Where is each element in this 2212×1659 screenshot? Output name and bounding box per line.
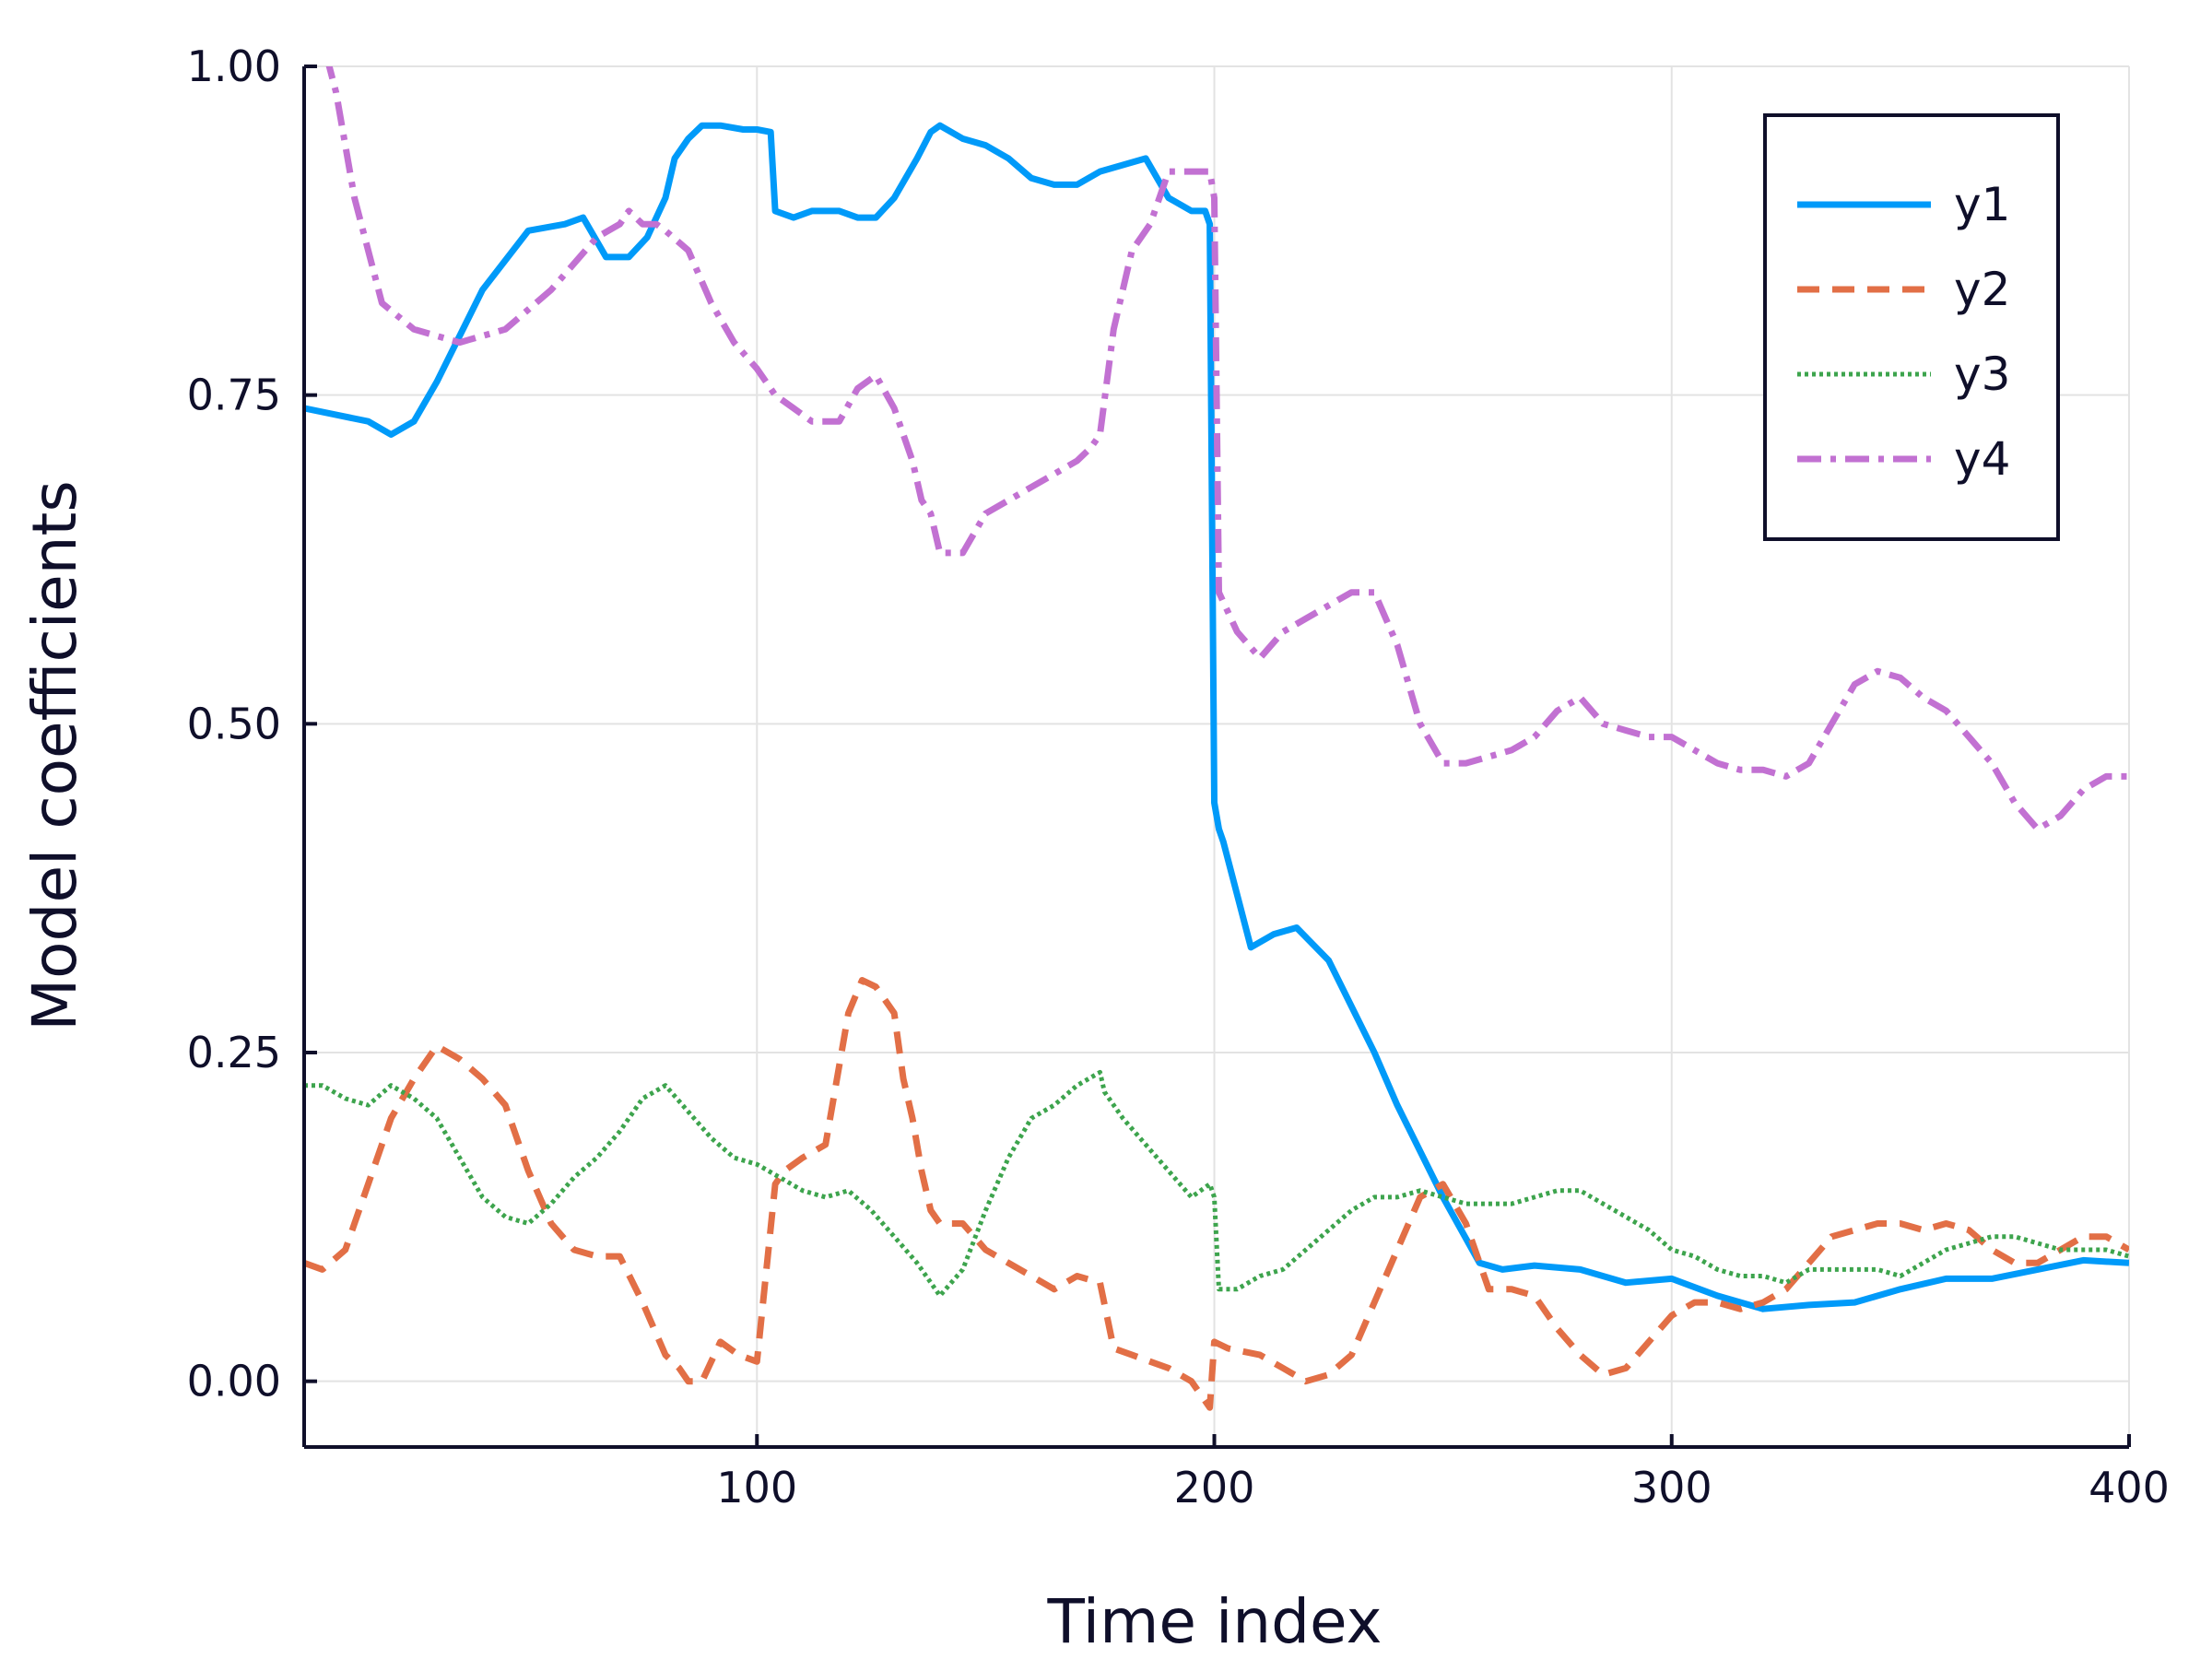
series-line-y4	[325, 66, 2129, 832]
y-tick-label-4: 1.00	[187, 41, 281, 91]
y-tick-label-2: 0.50	[187, 699, 281, 748]
x-axis-title: Time index	[1046, 1586, 1382, 1657]
y-tick-label-0: 0.00	[187, 1357, 281, 1406]
axes	[302, 66, 2129, 1449]
legend-label-y4: y4	[1954, 432, 2010, 486]
legend-label-y1: y1	[1954, 178, 2010, 231]
y-tick-label-3: 0.75	[187, 371, 281, 420]
series-layer	[304, 66, 2129, 1411]
x-tick-label-0: 100	[716, 1463, 797, 1512]
legend-label-y3: y3	[1954, 347, 2010, 401]
series-line-y1	[304, 122, 2129, 1312]
series-line-y2	[304, 977, 2129, 1411]
legend-box	[1763, 113, 2060, 541]
tick-labels: 100 200 300 400 0.00 0.25 0.50 0.75 1.00	[187, 41, 2170, 1512]
legend-entries: y1 y2 y3 y4	[1797, 178, 2010, 486]
x-tick-label-2: 300	[1631, 1463, 1712, 1512]
legend-label-y2: y2	[1954, 263, 2010, 316]
y-tick-label-1: 0.25	[187, 1028, 281, 1077]
x-tick-label-1: 200	[1174, 1463, 1255, 1512]
x-tick-label-3: 400	[2088, 1463, 2170, 1512]
legend: y1 y2 y3 y4	[1763, 113, 2060, 541]
y-axis-title: Model coefficients	[19, 480, 90, 1031]
